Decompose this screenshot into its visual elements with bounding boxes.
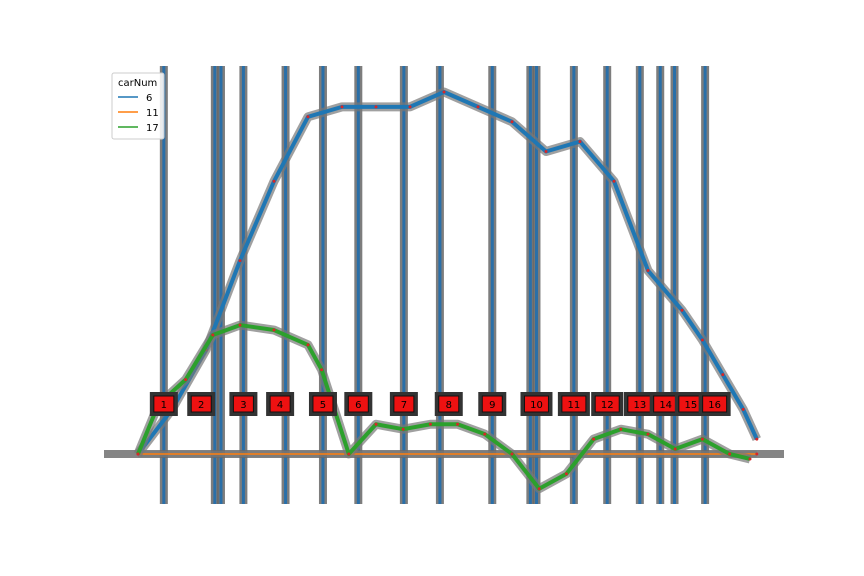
- event-marker-10: 10: [520, 392, 553, 416]
- series-6-point-19: [721, 373, 725, 377]
- event-marker-box-7: [393, 395, 415, 413]
- event-marker-box-10: [523, 395, 549, 413]
- event-marker-label-8: 8: [446, 400, 452, 411]
- event-marker-box-3: [232, 395, 254, 413]
- series-6-point-11: [476, 105, 480, 109]
- series-17-point-6: [272, 328, 276, 332]
- series-17-point-24: [748, 457, 752, 461]
- event-marker-3: 3: [229, 392, 258, 416]
- event-marker-box-8: [438, 395, 460, 413]
- series-17-point-17: [564, 472, 568, 476]
- event-marker-label-16: 16: [708, 400, 721, 411]
- event-marker-label-11: 11: [568, 400, 581, 411]
- vertical-lines-layer: [159, 66, 710, 504]
- series-6-point-4: [238, 259, 242, 263]
- series-6-point-15: [612, 179, 616, 183]
- legend-items: 6 11 17: [118, 93, 159, 134]
- event-marker-6: 6: [344, 392, 373, 416]
- series-17-point-11: [401, 427, 405, 431]
- event-marker-2: 2: [187, 392, 216, 416]
- event-marker-label-14: 14: [659, 400, 672, 411]
- series-6-point-18: [700, 338, 704, 342]
- series-17-point-3: [184, 378, 188, 382]
- series-17-point-8: [320, 368, 324, 372]
- series-6-point-14: [578, 140, 582, 144]
- series-17-line: [136, 323, 751, 491]
- event-marker-8: 8: [434, 392, 463, 416]
- series-layer: [133, 87, 761, 494]
- event-marker-label-4: 4: [277, 400, 283, 411]
- event-marker-label-1: 1: [161, 400, 167, 411]
- series-17-point-1: [136, 452, 140, 456]
- event-marker-box-4: [269, 395, 291, 413]
- event-marker-4: 4: [266, 392, 295, 416]
- event-marker-box-11: [561, 395, 587, 413]
- series-6-point-21: [755, 437, 759, 441]
- series-17-point-20: [646, 432, 650, 436]
- series-17-point-16: [537, 487, 541, 491]
- series-6-point-9: [408, 105, 412, 109]
- event-marker-label-6: 6: [355, 400, 361, 411]
- series-6-point-5: [272, 179, 276, 183]
- series-17-point-14: [483, 432, 487, 436]
- event-marker-label-10: 10: [530, 400, 543, 411]
- series-6-point-6: [306, 115, 310, 119]
- event-marker-12: 12: [591, 392, 624, 416]
- series-6-point-7: [340, 105, 344, 109]
- legend-label-6: 6: [146, 93, 152, 104]
- series-17-point-22: [700, 437, 704, 441]
- series-17-point-18: [592, 437, 596, 441]
- series-17-point-13: [456, 422, 460, 426]
- series-17-point-23: [728, 452, 732, 456]
- event-marker-label-13: 13: [633, 400, 646, 411]
- event-marker-box-12: [594, 395, 620, 413]
- legend-title: carNum: [118, 78, 157, 89]
- series-17-point-19: [619, 427, 623, 431]
- series-6-point-17: [680, 308, 684, 312]
- event-marker-16: 16: [698, 392, 731, 416]
- series-17-point-10: [374, 422, 378, 426]
- event-marker-9: 9: [478, 392, 507, 416]
- series-6-point-10: [442, 90, 446, 94]
- series-6-point-8: [374, 105, 378, 109]
- event-marker-label-5: 5: [320, 400, 326, 411]
- series-6-point-20: [741, 407, 745, 411]
- event-marker-label-15: 15: [684, 400, 697, 411]
- event-marker-5: 5: [308, 392, 337, 416]
- series-17-point-7: [306, 343, 310, 347]
- event-marker-box-2: [190, 395, 212, 413]
- legend-label-11: 11: [146, 108, 159, 119]
- series-6-point-16: [646, 269, 650, 273]
- event-marker-box-9: [481, 395, 503, 413]
- event-marker-1: 1: [149, 392, 178, 416]
- event-marker-box-16: [702, 395, 728, 413]
- event-marker-box-6: [347, 395, 369, 413]
- series-11-point-2: [755, 452, 759, 456]
- event-marker-label-3: 3: [240, 400, 246, 411]
- event-marker-label-7: 7: [401, 400, 407, 411]
- event-marker-label-9: 9: [489, 400, 495, 411]
- series-17-point-15: [510, 452, 514, 456]
- series-17-point-21: [673, 447, 677, 451]
- series-17-point-4: [211, 333, 215, 337]
- series-17-point-12: [428, 422, 432, 426]
- series-6-point-12: [510, 120, 514, 124]
- event-marker-7: 7: [389, 392, 418, 416]
- event-marker-box-1: [153, 395, 175, 413]
- event-marker-11: 11: [557, 392, 590, 416]
- series-17-point-5: [238, 323, 242, 327]
- legend-label-17: 17: [146, 123, 159, 134]
- series-17-point-9: [347, 452, 351, 456]
- legend: carNum 6 11 17: [111, 72, 165, 140]
- event-marker-box-5: [312, 395, 334, 413]
- series-6-point-13: [544, 150, 548, 154]
- event-markers-layer: 1 2 3 4 5 6 7 8 9 10 11 12 13 14 15 16: [149, 392, 731, 416]
- event-marker-label-2: 2: [198, 400, 204, 411]
- event-marker-label-12: 12: [601, 400, 614, 411]
- legend-box: [111, 72, 165, 140]
